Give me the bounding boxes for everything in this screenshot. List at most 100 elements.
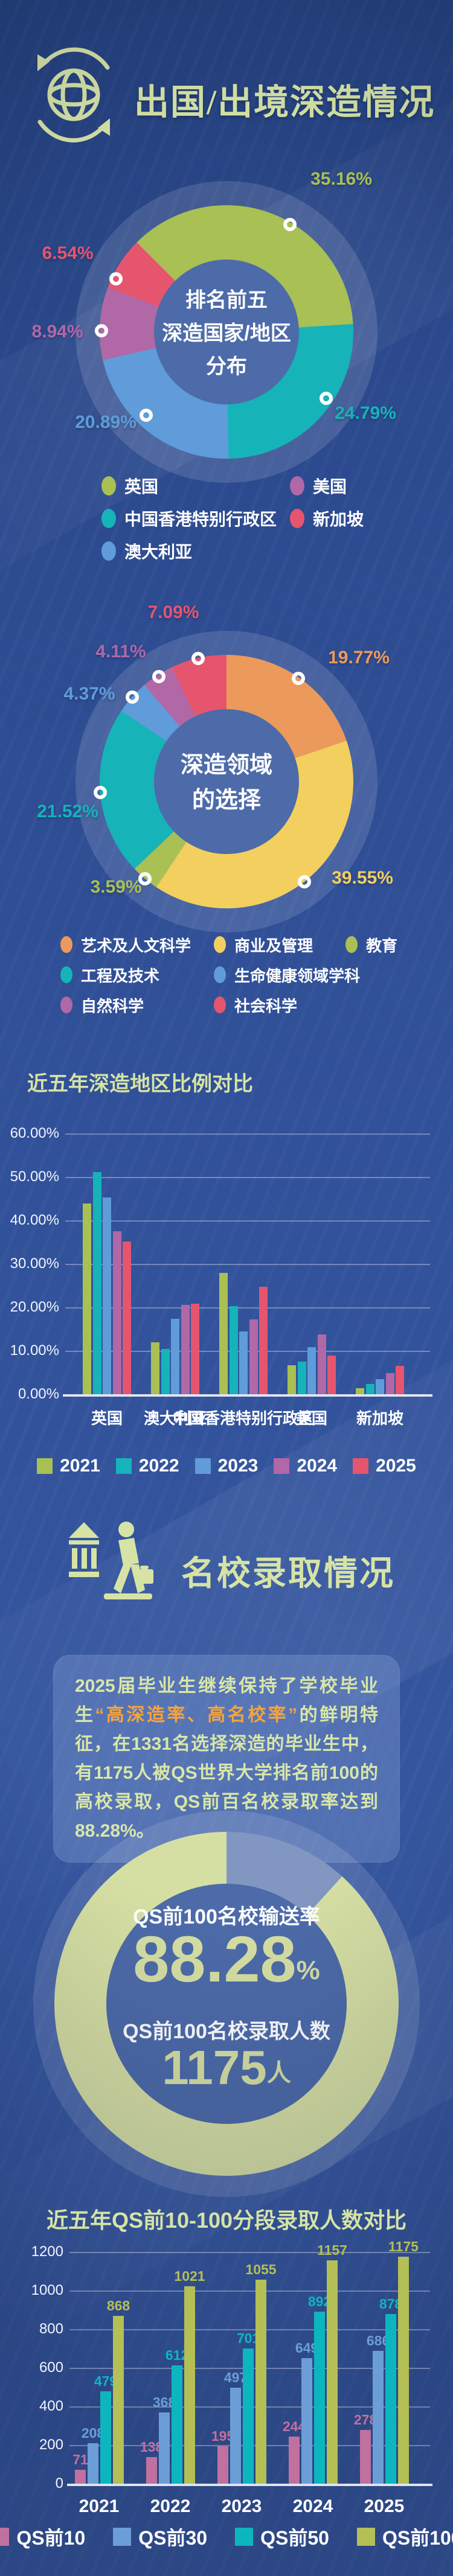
slice-ring-marker bbox=[138, 872, 152, 885]
chart-legend-item: QS前10 bbox=[0, 2523, 85, 2551]
legend-item: 教育 bbox=[345, 929, 397, 960]
bar bbox=[259, 1287, 268, 1394]
gauge-count-unit: 人 bbox=[266, 2060, 291, 2087]
bar bbox=[146, 2457, 157, 2484]
bar bbox=[396, 1366, 404, 1394]
gridline bbox=[69, 2252, 430, 2253]
gauge-rate-label: QS前100名校输送率 bbox=[133, 1905, 320, 1928]
gauge-rate-number: 88.28 bbox=[133, 1922, 297, 1995]
bar-value-label: 1157 bbox=[317, 2242, 347, 2258]
globe-orbit-icon bbox=[37, 47, 110, 142]
chart-legend-swatch bbox=[37, 1458, 53, 1474]
legend-item: 英国 bbox=[101, 470, 290, 502]
x-tick-label: 英国 bbox=[91, 1409, 123, 1427]
y-tick-label: 30.00% bbox=[10, 1255, 59, 1272]
highlight-text-card: 2025届毕业生继续保持了学校毕业生“高深造率、高名校率”的鲜明特征，在1331… bbox=[53, 1655, 400, 1863]
slice-ring-marker bbox=[109, 272, 123, 285]
bar bbox=[113, 2316, 124, 2484]
bar bbox=[307, 1347, 316, 1394]
gauge-count-number: 1175 bbox=[162, 2041, 267, 2094]
legend-item: 工程及技术 bbox=[60, 960, 214, 990]
x-tick-label: 2022 bbox=[150, 2496, 191, 2516]
slice-percent-label: 39.55% bbox=[332, 868, 393, 888]
legend-label: 英国 bbox=[124, 477, 159, 496]
slice-ring-marker bbox=[298, 875, 311, 888]
donut-fields-center-line: 的选择 bbox=[191, 788, 262, 813]
slice-ring-marker bbox=[152, 670, 165, 683]
bar bbox=[360, 2430, 371, 2484]
bar bbox=[288, 1365, 296, 1394]
bar bbox=[172, 2365, 182, 2484]
y-tick-label: 600 bbox=[39, 2359, 63, 2376]
card-text-body: 的鲜明特征，在1331名选择深造的毕业生中，有1175人被QS世界大学排名前10… bbox=[75, 1705, 379, 1841]
legend-label: 新加坡 bbox=[313, 510, 364, 529]
bar bbox=[83, 1204, 91, 1394]
legend-label: 澳大利亚 bbox=[124, 543, 193, 561]
bar bbox=[100, 2391, 111, 2484]
donut-top5-center-line: 深造国家/地区 bbox=[162, 322, 291, 345]
bar bbox=[219, 1273, 228, 1394]
slice-percent-label: 8.94% bbox=[31, 322, 83, 342]
legend-item: 商业及管理 bbox=[214, 929, 345, 960]
bar bbox=[123, 1242, 131, 1394]
legend-color-dot bbox=[290, 509, 304, 528]
chart-legend-label: QS前10 bbox=[16, 2527, 86, 2549]
bar bbox=[191, 1304, 199, 1394]
legend-color-dot bbox=[214, 936, 226, 953]
bar bbox=[75, 2470, 86, 2484]
donut-fields-center-line: 深造领域 bbox=[180, 753, 273, 778]
y-tick-label: 0 bbox=[55, 2475, 63, 2492]
gauge-count-value: 1175 人 bbox=[162, 2044, 291, 2092]
bar bbox=[181, 1305, 190, 1394]
x-tick-label: 澳大利亚 bbox=[143, 1409, 207, 1427]
chart-legend-label: 2024 bbox=[297, 1456, 338, 1476]
bar-value-label: 1021 bbox=[174, 2268, 205, 2284]
bar bbox=[327, 1356, 336, 1394]
bar bbox=[301, 2358, 312, 2484]
chart-legend-item: QS前50 bbox=[235, 2523, 329, 2551]
legend-item: 中国香港特别行政区 bbox=[101, 502, 290, 535]
slice-ring-marker bbox=[140, 409, 153, 422]
donut-top5-center-line: 分布 bbox=[205, 355, 247, 378]
y-tick-label: 10.00% bbox=[10, 1342, 59, 1359]
chart-legend-item: 2024 bbox=[274, 1456, 337, 1476]
chart-legend-label: 2022 bbox=[138, 1456, 179, 1476]
chart-legend-swatch bbox=[274, 1458, 290, 1474]
y-tick-label: 40.00% bbox=[10, 1212, 59, 1228]
legend-color-dot bbox=[60, 966, 72, 983]
bar bbox=[314, 2312, 325, 2484]
bar bbox=[366, 1384, 374, 1394]
bar bbox=[184, 2286, 195, 2484]
bar bbox=[217, 2446, 228, 2484]
x-tick-label: 2023 bbox=[221, 2496, 262, 2516]
y-tick-label: 1000 bbox=[31, 2282, 63, 2298]
chart-legend-label: QS前30 bbox=[138, 2527, 208, 2549]
bar bbox=[230, 2388, 241, 2484]
legend-label: 教育 bbox=[366, 936, 398, 955]
bar bbox=[289, 2437, 300, 2484]
gridline bbox=[65, 1307, 430, 1309]
gauge-rate-unit: % bbox=[296, 1956, 320, 1985]
chart-legend: QS前10 QS前30 QS前50 QS前100 bbox=[0, 2523, 453, 2551]
chart-legend: 2021 2022 2023 2024 2025 bbox=[0, 1456, 453, 1476]
bar bbox=[243, 2348, 254, 2484]
legend-item: 美国 bbox=[290, 470, 364, 502]
bar bbox=[249, 1319, 258, 1394]
chart-legend-swatch bbox=[353, 1458, 369, 1474]
slice-percent-label: 4.37% bbox=[63, 684, 115, 704]
donut-top5-hole bbox=[154, 260, 299, 404]
x-tick-label: 中国香港特别行政区 bbox=[172, 1409, 315, 1427]
legend-fields: 艺术及人文科学 商业及管理 教育 工程及技术 生命健康领域学科 自然科学 社会科学 bbox=[60, 929, 397, 1020]
x-tick-label: 2021 bbox=[79, 2496, 120, 2516]
bar bbox=[93, 1172, 101, 1394]
legend-item: 自然科学 bbox=[60, 990, 214, 1020]
slice-percent-label: 4.11% bbox=[95, 642, 146, 662]
card-text-lead: 2025届毕业生继续保持了学校毕业生 bbox=[75, 1676, 378, 1725]
donut-fields-center-text: 深造领域 的选择 bbox=[181, 748, 272, 818]
gridline bbox=[65, 1264, 430, 1265]
chart-legend-label: 2021 bbox=[60, 1456, 100, 1476]
legend-color-dot bbox=[214, 996, 226, 1013]
bar bbox=[376, 1379, 384, 1394]
bar bbox=[151, 1342, 159, 1394]
legend-color-dot bbox=[345, 936, 358, 953]
